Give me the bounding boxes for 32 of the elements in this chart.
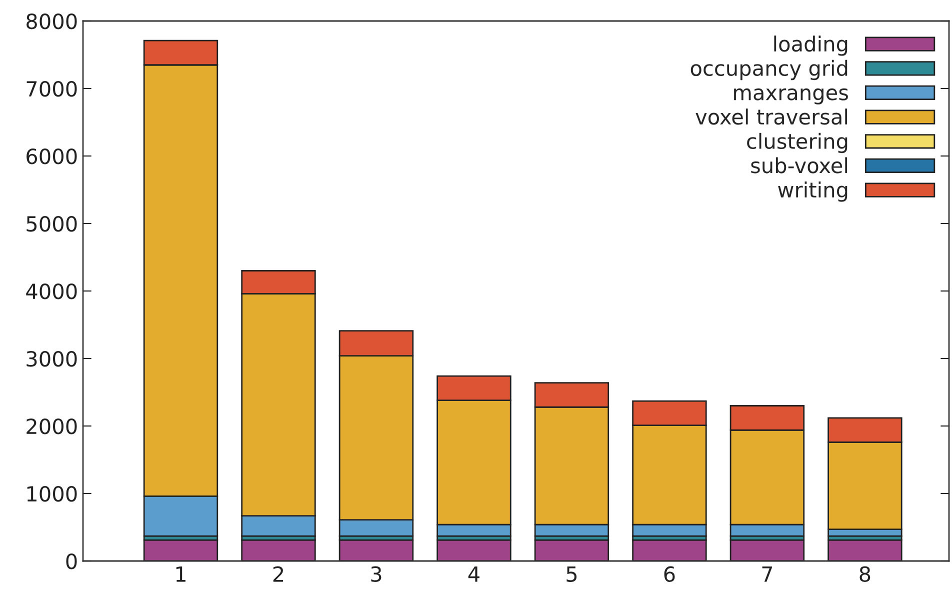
legend-label: writing [778,182,848,202]
x-tick-label: 2 [273,566,284,582]
x-tick-label: 4 [468,566,480,582]
y-tick-label: 0 [66,553,77,570]
x-tick-label: 1 [176,566,186,582]
legend-label: loading [774,36,848,56]
y-tick-label: 7000 [26,80,77,97]
bar [632,539,707,561]
y-tick-label: 3000 [26,350,77,367]
bar [534,539,610,561]
bar [828,539,902,561]
y-tick-label: 2000 [26,418,77,434]
x-tick-label: 5 [566,566,577,582]
x-tick-label: 7 [762,566,772,582]
y-tick-label: 5000 [26,216,77,232]
x-tick-label: 8 [860,566,870,582]
x-tick-label: 3 [371,566,382,582]
bar [730,539,805,561]
x-tick-label: 6 [664,566,675,582]
bar [338,539,414,561]
legend-label: sub-voxel [751,157,848,174]
bar [241,539,316,561]
y-tick-label: 4000 [26,283,77,300]
legend-label: clustering [747,132,848,154]
legend-label: occupancy grid [690,60,848,80]
y-tick-label: 1000 [27,486,77,502]
y-tick-label: 6000 [26,148,77,164]
bar [436,539,512,561]
legend-label: voxel traversal [696,108,848,125]
legend-label: maxranges [734,88,848,104]
bar [143,539,218,561]
y-tick-label: 8000 [26,13,77,30]
